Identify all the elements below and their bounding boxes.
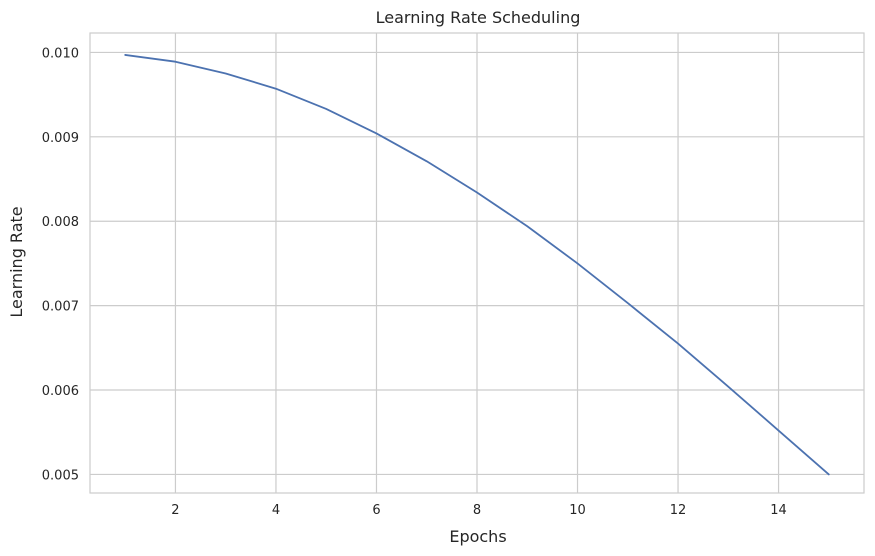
x-tick-label: 6 (372, 503, 380, 518)
series-line (124, 54, 830, 476)
x-tick-label: 14 (770, 503, 787, 518)
x-axis-label: Epochs (449, 527, 506, 546)
y-tick-label: 0.007 (42, 300, 79, 315)
series-layer (124, 54, 830, 476)
plot-area-frame (89, 32, 865, 494)
y-tick-label: 0.010 (42, 46, 79, 61)
x-tick-label: 2 (171, 503, 179, 518)
grid (90, 33, 864, 493)
x-axis-ticks: 2 4 6 8 10 12 14 (171, 503, 787, 518)
x-tick-label: 8 (473, 503, 481, 518)
x-tick-label: 4 (272, 503, 280, 518)
y-tick-label: 0.009 (42, 131, 79, 146)
y-tick-label: 0.006 (42, 384, 79, 399)
y-axis-ticks: 0.005 0.006 0.007 0.008 0.009 0.010 (42, 46, 79, 483)
x-tick-label: 12 (670, 503, 687, 518)
y-axis-label: Learning Rate (7, 206, 26, 317)
y-tick-label: 0.005 (42, 468, 79, 483)
y-tick-label: 0.008 (42, 215, 79, 230)
x-tick-label: 10 (569, 503, 586, 518)
chart-title: Learning Rate Scheduling (376, 8, 581, 27)
